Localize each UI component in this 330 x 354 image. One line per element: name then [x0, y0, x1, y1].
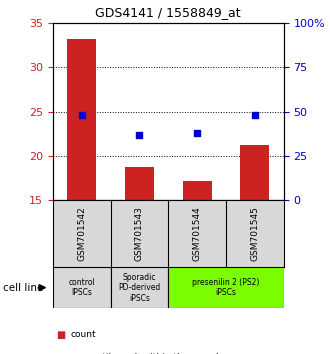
Point: [79, 112, 84, 118]
Bar: [125, 167, 154, 200]
Text: cell line: cell line: [3, 282, 44, 293]
Text: control
IPSCs: control IPSCs: [68, 278, 95, 297]
Text: GSM701544: GSM701544: [193, 206, 202, 261]
Text: count: count: [71, 330, 97, 339]
Text: percentile rank within the sample: percentile rank within the sample: [71, 353, 224, 354]
Bar: [168, 267, 284, 308]
Point: [137, 132, 142, 137]
Bar: [241, 145, 269, 200]
Bar: [53, 267, 111, 308]
Text: presenilin 2 (PS2)
iPSCs: presenilin 2 (PS2) iPSCs: [192, 278, 260, 297]
Bar: [111, 267, 168, 308]
Text: ■: ■: [56, 330, 65, 339]
Bar: [183, 181, 212, 200]
Text: GSM701542: GSM701542: [77, 206, 86, 261]
Text: ■: ■: [56, 353, 65, 354]
Text: GSM701545: GSM701545: [250, 206, 259, 261]
Text: Sporadic
PD-derived
iPSCs: Sporadic PD-derived iPSCs: [118, 273, 161, 303]
Point: [252, 112, 258, 118]
Title: GDS4141 / 1558849_at: GDS4141 / 1558849_at: [95, 6, 241, 19]
Bar: [67, 39, 96, 200]
Point: [195, 130, 200, 136]
Text: GSM701543: GSM701543: [135, 206, 144, 261]
